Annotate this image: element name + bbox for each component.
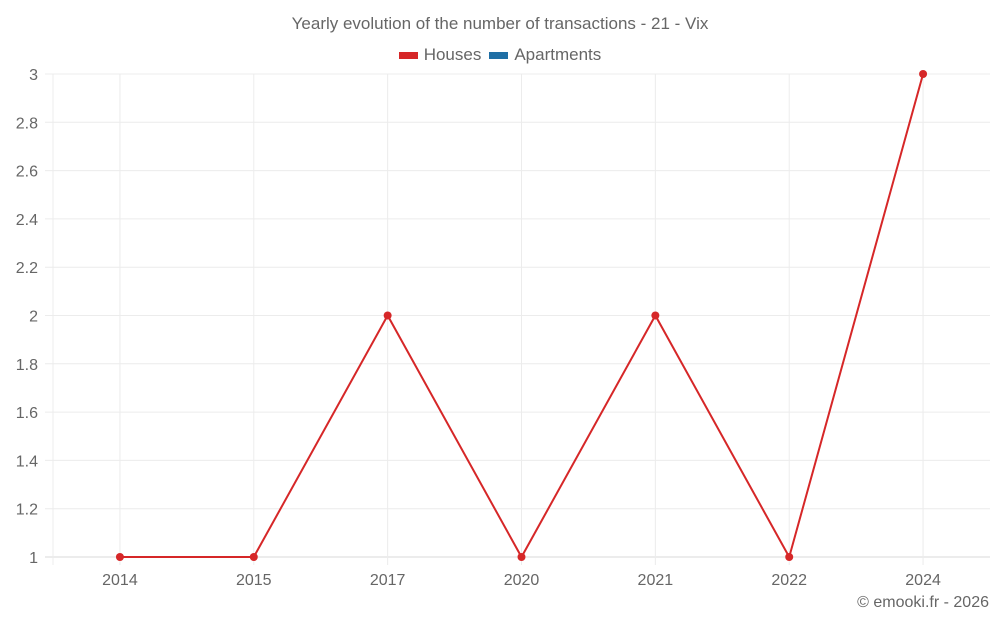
chart-title: Yearly evolution of the number of transa… — [291, 14, 709, 33]
legend-label-houses: Houses — [423, 45, 482, 64]
y-tick-label: 2 — [29, 309, 38, 326]
x-tick-label: 2024 — [905, 572, 941, 589]
y-tick-label: 1 — [29, 550, 38, 567]
y-tick-label: 1.4 — [16, 453, 38, 470]
data-point[interactable] — [115, 553, 124, 561]
x-tick-label: 2015 — [236, 572, 272, 589]
x-tick-label: 2017 — [370, 572, 406, 589]
legend-item-houses[interactable]: Houses — [398, 45, 482, 65]
y-tick-label: 2.6 — [16, 164, 38, 181]
legend-item-apartments[interactable]: Apartments — [489, 45, 601, 65]
y-tick-label: 1.6 — [16, 405, 38, 422]
data-point[interactable] — [383, 311, 392, 320]
y-tick-label: 2.8 — [16, 115, 38, 132]
x-tick-label: 2014 — [102, 572, 138, 589]
x-tick-label: 2021 — [638, 572, 674, 589]
apartments-swatch-icon — [489, 51, 509, 59]
y-tick-label: 2.2 — [16, 260, 38, 277]
y-tick-label: 1.2 — [16, 502, 38, 519]
legend-label-apartments: Apartments — [514, 45, 602, 64]
y-tick-label: 1.8 — [16, 357, 38, 374]
data-point[interactable] — [249, 553, 258, 561]
data-point[interactable] — [651, 311, 660, 320]
data-point[interactable] — [517, 553, 526, 561]
data-point[interactable] — [919, 70, 928, 78]
y-tick-label: 3 — [29, 67, 38, 84]
data-point[interactable] — [785, 553, 794, 561]
chart-legend: Houses Apartments — [0, 45, 1000, 65]
x-tick-label: 2020 — [504, 572, 540, 589]
houses-swatch-icon — [398, 51, 418, 59]
copyright-credit: © emooki.fr - 2026 — [857, 594, 989, 611]
y-tick-label: 2.4 — [16, 212, 38, 229]
x-tick-label: 2022 — [771, 572, 807, 589]
